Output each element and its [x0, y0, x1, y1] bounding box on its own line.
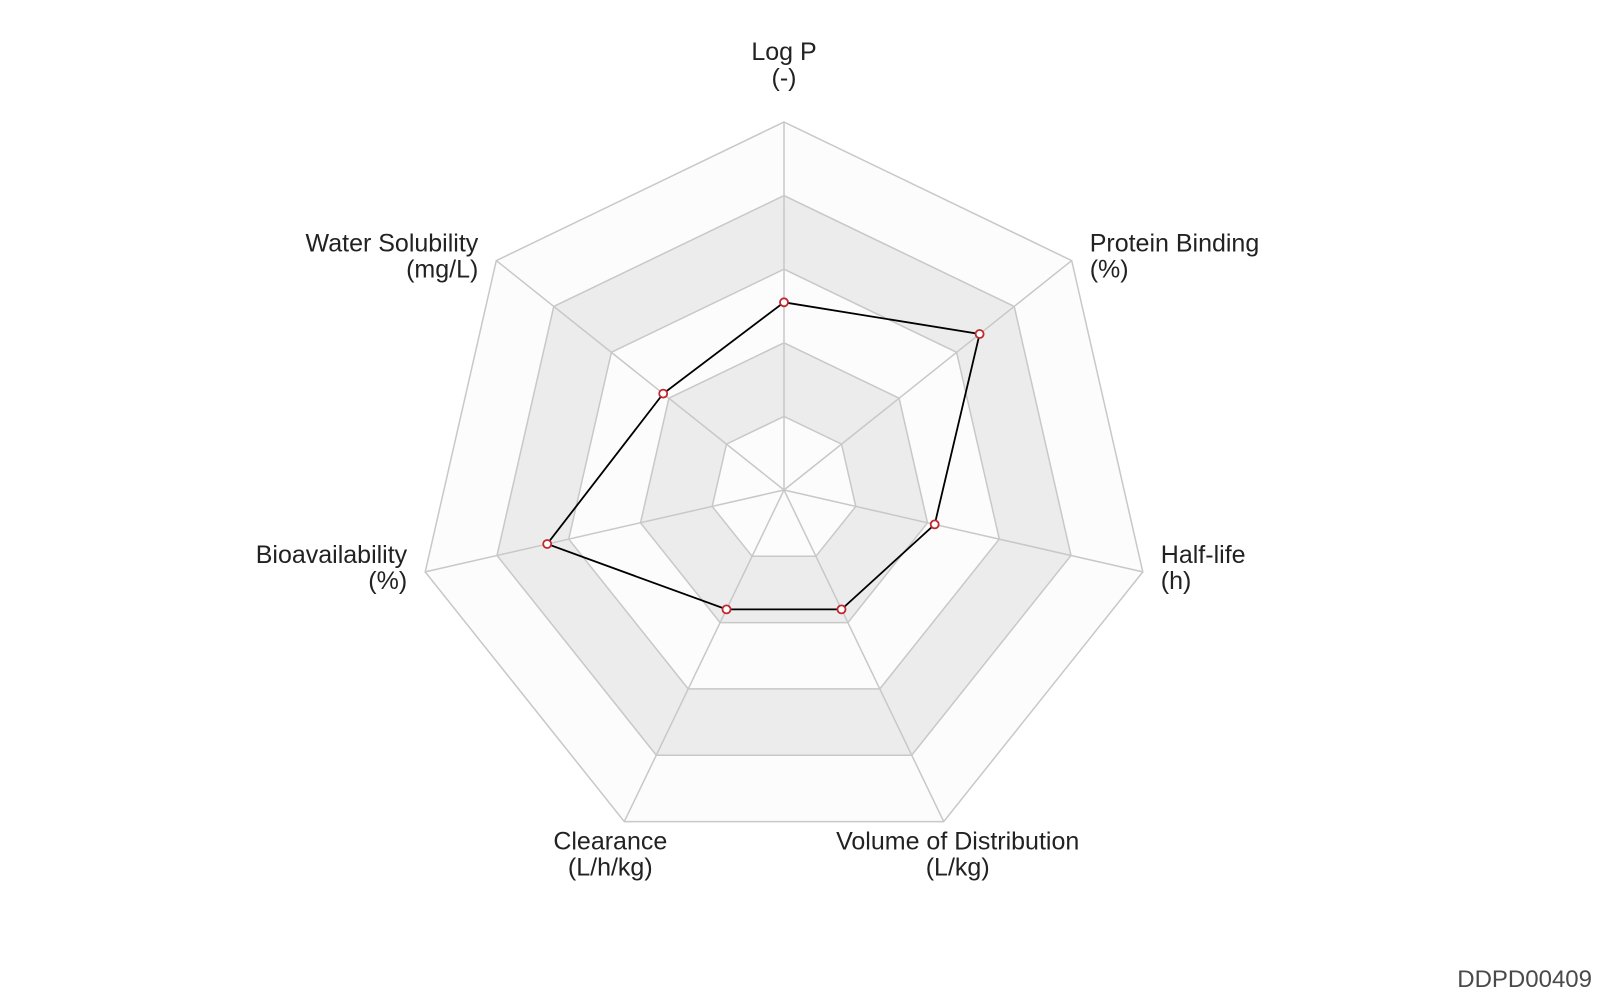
axis-unit-3: (h)	[1161, 567, 1192, 595]
data-point-5	[721, 604, 732, 615]
data-point-7	[658, 388, 669, 399]
axis-unit-1: (-)	[772, 64, 797, 92]
chart-id-code: DDPD00409	[1457, 966, 1592, 993]
spoke-3	[783, 489, 1143, 573]
axis-label-3: Half-life	[1161, 541, 1246, 569]
data-point-2	[974, 329, 985, 339]
radar-axis-labels: Log P(-)Protein Binding(%)Half-life(h)Vo…	[256, 38, 1260, 882]
spoke-5	[623, 489, 785, 822]
data-point-1	[779, 297, 789, 308]
spoke-6	[425, 489, 785, 573]
spoke-4	[783, 489, 945, 822]
radar-series	[542, 297, 985, 615]
axis-label-7: Water Solubility	[306, 230, 479, 258]
axis-label-6: Bioavailability	[256, 541, 408, 569]
axis-label-4: Volume of Distribution	[836, 828, 1079, 856]
axis-label-2: Protein Binding	[1090, 230, 1260, 258]
series-line	[545, 301, 981, 611]
spoke-2	[783, 260, 1073, 491]
axis-unit-4: (L/kg)	[926, 854, 990, 882]
axis-label-5: Clearance	[553, 828, 667, 856]
axis-label-1: Log P	[751, 38, 816, 66]
data-point-6	[542, 539, 553, 549]
data-point-3	[929, 519, 940, 530]
data-point-4	[836, 604, 847, 615]
axis-unit-6: (%)	[368, 567, 407, 595]
axis-unit-5: (L/h/kg)	[568, 854, 653, 882]
axis-unit-7: (mg/L)	[406, 256, 478, 284]
axis-unit-2: (%)	[1090, 256, 1129, 284]
spoke-7	[495, 260, 785, 491]
